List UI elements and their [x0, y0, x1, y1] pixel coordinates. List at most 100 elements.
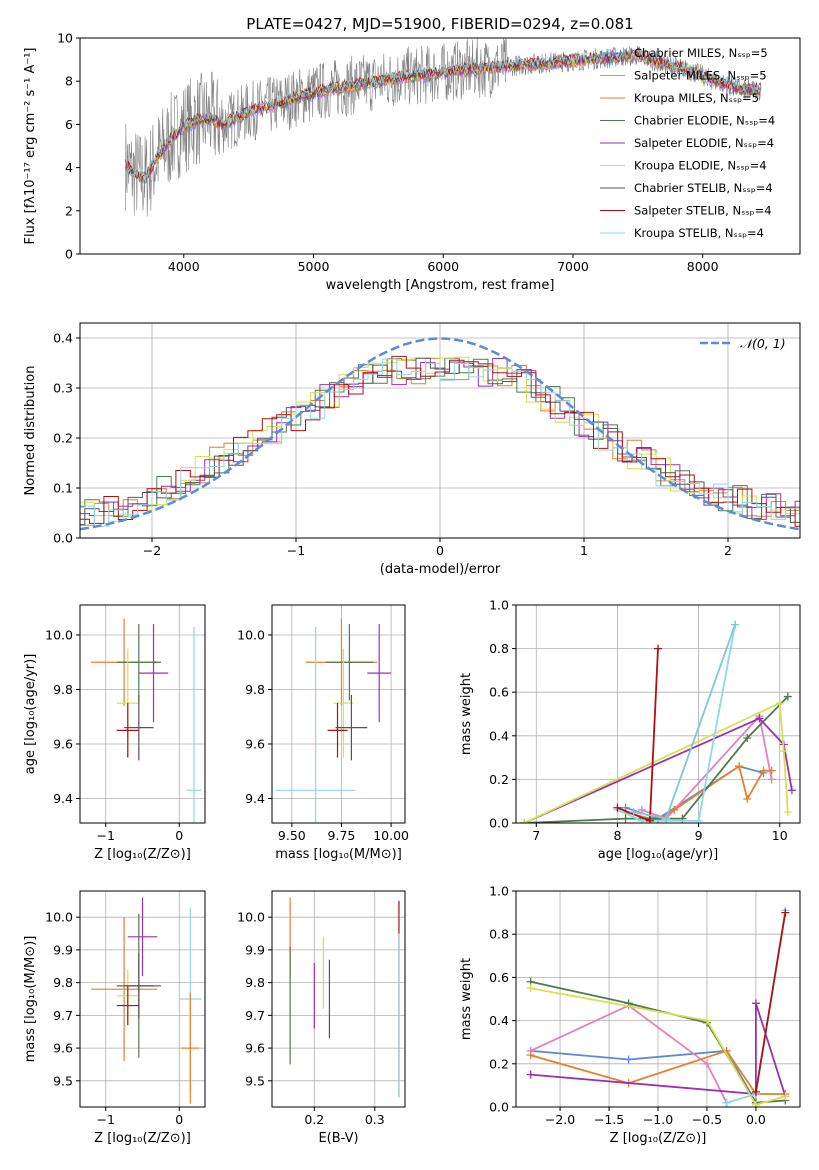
x-tick-label: 0 — [175, 1112, 183, 1127]
legend-label: Salpeter STELIB, Nₛₛₚ=4 — [634, 204, 772, 218]
y-axis-label: age [log₁₀(age/yr)] — [23, 654, 38, 775]
y-tick-label: 9.7 — [245, 1008, 265, 1023]
legend-label: Chabrier STELIB, Nₛₛₚ=4 — [634, 181, 773, 195]
legend: 𝒩(0, 1) — [700, 336, 786, 351]
weight-point-marker — [767, 766, 776, 775]
plot-area — [91, 618, 202, 823]
weight-point-marker — [694, 816, 703, 823]
x-axis-label: Z [log₁₀(Z/Z⊙)] — [610, 1131, 707, 1146]
x-axis-label: (data-model)/error — [380, 562, 501, 577]
x-tick-label: 6000 — [427, 259, 459, 274]
weight-point-marker — [702, 1016, 711, 1025]
observed-spectrum — [125, 38, 762, 217]
plot-area — [289, 897, 400, 1098]
weight-point-marker — [787, 786, 796, 795]
y-tick-label: 10.0 — [45, 627, 73, 642]
y-tick-label: 9.7 — [53, 1008, 73, 1023]
x-tick-label: 10.00 — [373, 828, 409, 843]
weight-point-marker — [624, 1055, 633, 1064]
x-tick-label: 8 — [613, 828, 621, 843]
x-tick-label: −1 — [97, 1112, 115, 1127]
y-tick-label: 10.0 — [45, 910, 73, 925]
y-axis-label: mass weight — [459, 673, 474, 755]
plot-area — [80, 337, 800, 531]
x-tick-label: 0 — [175, 828, 183, 843]
y-tick-label: 0.6 — [489, 970, 509, 985]
weight-point-marker — [637, 805, 646, 814]
y-tick-label: 0.2 — [53, 431, 73, 446]
y-tick-label: 4 — [65, 160, 73, 175]
weight-point-marker — [751, 1100, 760, 1107]
y-tick-label: 0.0 — [489, 816, 509, 831]
y-tick-label: 9.8 — [53, 682, 73, 697]
y-tick-label: 9.6 — [245, 1041, 265, 1056]
weight-series-line — [530, 1003, 787, 1097]
x-tick-label: 1 — [580, 543, 588, 558]
y-tick-label: 9.9 — [53, 942, 73, 957]
x-tick-label: −1.0 — [643, 1112, 673, 1127]
x-tick-label: 2 — [724, 543, 732, 558]
x-axis-label: E(B-V) — [318, 1131, 358, 1146]
weight-series-line — [633, 624, 736, 820]
weight-point-marker — [526, 1051, 535, 1060]
y-tick-label: 8 — [65, 74, 73, 89]
y-tick-label: 9.6 — [53, 736, 73, 751]
x-tick-label: −1 — [287, 543, 305, 558]
model-spectrum-line — [125, 47, 761, 181]
panel-spectrum: 4000 5000 6000 7000 8000 0 2 4 6 8 10 wavelength [A… — [23, 31, 801, 293]
x-tick-label: 0 — [436, 543, 444, 558]
plot-area — [526, 906, 790, 1107]
y-tick-label: 0.1 — [53, 481, 73, 496]
x-tick-label: 0.2 — [304, 1112, 324, 1127]
residual-histogram — [80, 355, 800, 527]
residual-histogram — [80, 357, 800, 526]
weight-point-marker — [781, 908, 790, 917]
weight-series-line — [617, 648, 659, 823]
weight-point-marker — [621, 814, 630, 823]
x-tick-label: 9.50 — [278, 828, 306, 843]
weight-point-marker — [654, 644, 662, 653]
x-axis-label: Z [log₁₀(Z/Z⊙)] — [94, 847, 191, 862]
weight-series-line — [530, 1004, 728, 1104]
y-tick-label: 0.2 — [489, 1056, 509, 1071]
weight-point-marker — [755, 714, 764, 723]
y-tick-label: 0.4 — [53, 331, 73, 346]
y-tick-label: 0.6 — [489, 685, 509, 700]
x-tick-label: 0.3 — [365, 1112, 385, 1127]
weight-series-line — [641, 714, 773, 820]
panel-mass_vs_ebv: 0.2 0.3 9.5 9.6 9.7 9.8 9.9 10.0 E(B-V) — [237, 890, 406, 1146]
weight-point-marker — [702, 1059, 711, 1068]
y-tick-label: 9.4 — [53, 791, 73, 806]
x-tick-label: −1 — [97, 828, 115, 843]
legend: Chabrier MILES, Nₛₛₚ=5 Salpeter MILES, Nₛ… — [600, 46, 775, 240]
weight-point-marker — [722, 1098, 731, 1107]
y-axis-label: Flux [fλ10⁻¹⁷ erg cm⁻² s⁻¹ A⁻¹] — [23, 48, 38, 245]
axes-frame — [79, 37, 801, 255]
x-axis-label: age [log₁₀(age/yr)] — [598, 847, 719, 862]
weight-series-line — [523, 701, 789, 823]
y-tick-label: 9.5 — [245, 1073, 265, 1088]
legend-label: Kroupa ELODIE, Nₛₛₚ=4 — [634, 159, 767, 173]
y-tick-label: 9.4 — [245, 791, 265, 806]
plot-area — [91, 897, 202, 1104]
weight-series-line — [523, 717, 793, 823]
residual-histogram — [80, 357, 800, 518]
plot-area — [125, 38, 762, 217]
y-tick-label: 10 — [57, 31, 73, 46]
x-axis-label: wavelength [Angstrom, rest frame] — [326, 278, 555, 293]
legend-label: Chabrier MILES, Nₛₛₚ=5 — [634, 46, 768, 60]
x-tick-label: −1.5 — [594, 1112, 624, 1127]
axes-frame — [79, 322, 801, 539]
x-tick-label: −0.5 — [692, 1112, 722, 1127]
weight-point-marker — [767, 775, 776, 784]
weight-point-marker — [743, 795, 752, 804]
axes-frame — [515, 890, 801, 1108]
x-tick-label: 7000 — [557, 259, 589, 274]
panel-age_vs_mass: 9.50 9.75 10.00 9.4 9.6 9.8 10.0 mass [log₁₀(M/… — [237, 604, 409, 862]
weight-point-marker — [775, 699, 784, 708]
y-tick-label: 0.0 — [53, 531, 73, 546]
legend-label: Kroupa MILES, Nₛₛₚ=5 — [634, 91, 759, 105]
y-tick-label: 9.5 — [53, 1073, 73, 1088]
y-tick-label: 0.8 — [489, 927, 509, 942]
figure-title: PLATE=0427, MJD=51900, FIBERID=0294, z=0… — [246, 15, 633, 33]
